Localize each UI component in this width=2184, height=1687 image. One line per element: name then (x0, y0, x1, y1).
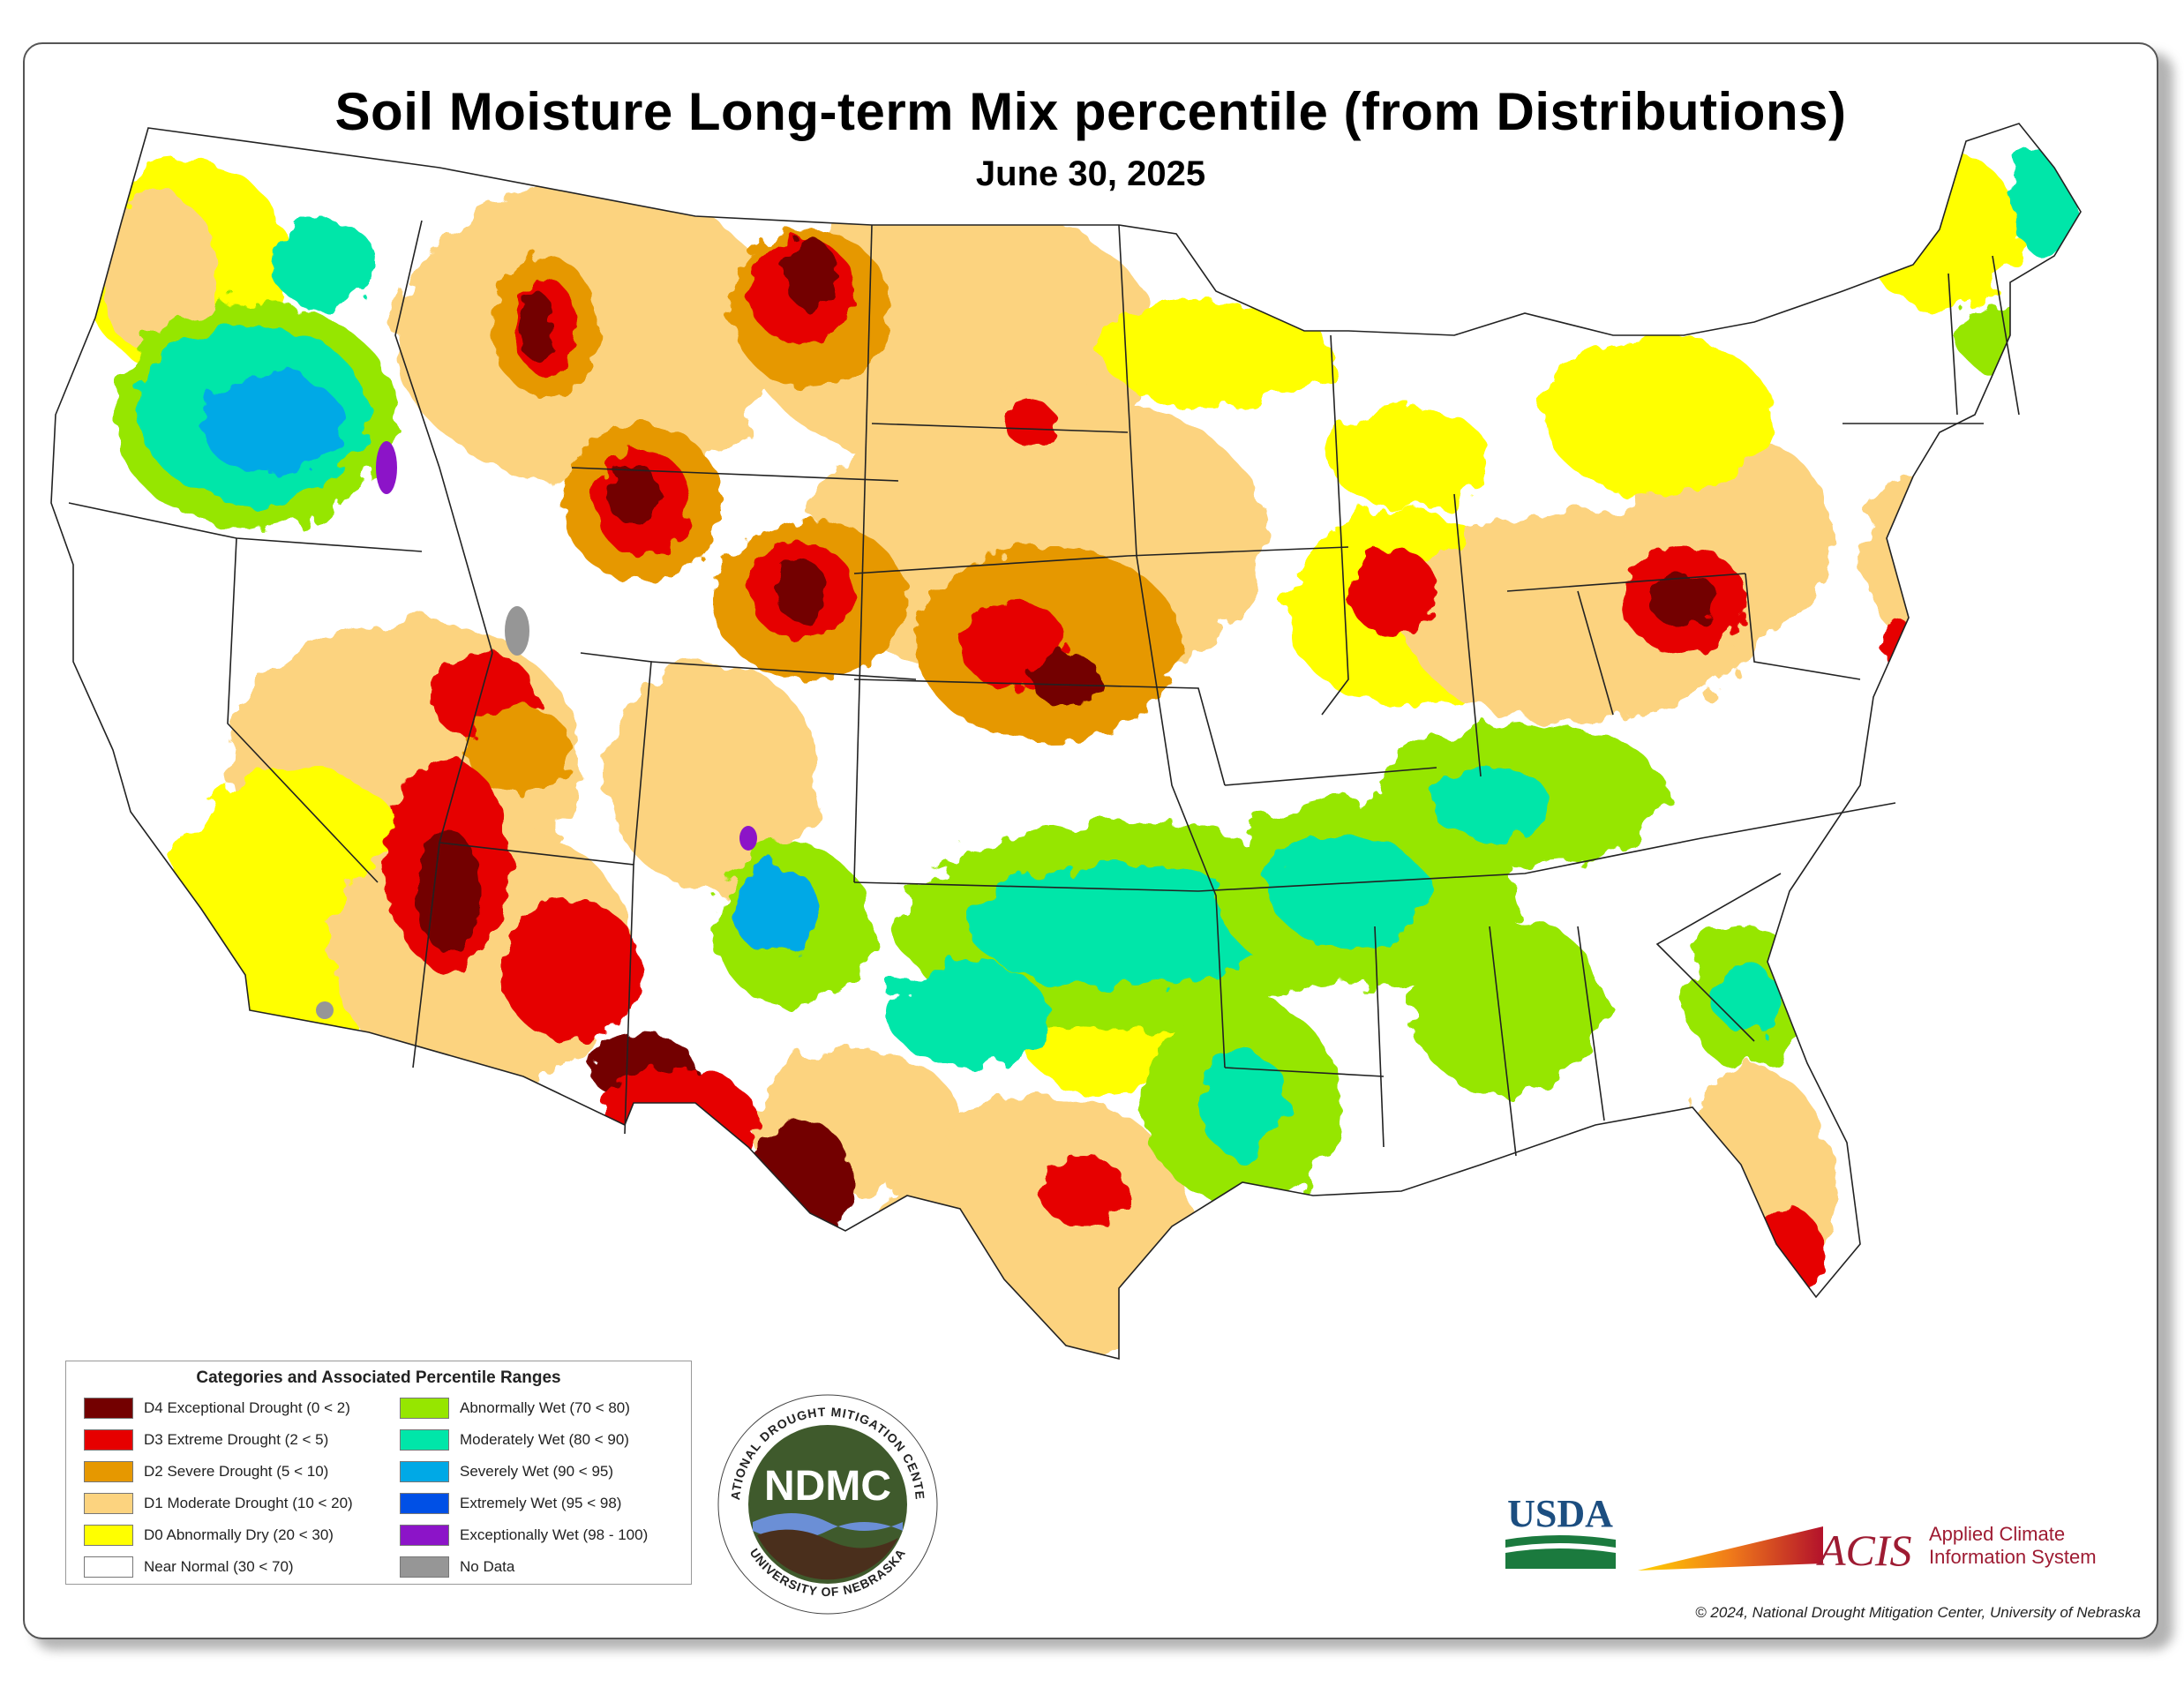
legend-label: Moderately Wet (80 < 90) (460, 1431, 629, 1448)
usda-text: USDA (1507, 1492, 1613, 1535)
legend-item: No Data (400, 1554, 514, 1580)
legend-title: Categories and Associated Percentile Ran… (196, 1368, 561, 1387)
us-soil-moisture-map (50, 123, 2082, 1360)
legend-item: Abnormally Wet (70 < 80) (400, 1395, 630, 1421)
acis-logo: ACIS Applied Climate Information System (1638, 1523, 2097, 1575)
legend-item: Exceptionally Wet (98 - 100) (400, 1522, 648, 1548)
legend-swatch (400, 1461, 449, 1482)
legend-swatch (400, 1429, 449, 1451)
legend-swatch (84, 1398, 133, 1419)
map-title: Soil Moisture Long-term Mix percentile (… (334, 82, 1847, 141)
legend-swatch (400, 1493, 449, 1514)
legend-label: Severely Wet (90 < 95) (460, 1463, 614, 1480)
legend-swatch (84, 1429, 133, 1451)
legend-label: Abnormally Wet (70 < 80) (460, 1399, 630, 1416)
acis-line2: Information System (1929, 1546, 2097, 1568)
legend-label: D3 Extreme Drought (2 < 5) (144, 1431, 329, 1448)
legend-item: Near Normal (30 < 70) (84, 1554, 294, 1580)
legend-label: D1 Moderate Drought (10 < 20) (144, 1495, 353, 1511)
legend-label: D0 Abnormally Dry (20 < 30) (144, 1526, 334, 1543)
legend-label: D4 Exceptional Drought (0 < 2) (144, 1399, 350, 1416)
legend-swatch (84, 1493, 133, 1514)
ndmc-text: NDMC (764, 1463, 891, 1510)
map-legend: Categories and Associated Percentile Ran… (65, 1361, 692, 1585)
legend-label: D2 Severe Drought (5 < 10) (144, 1463, 329, 1480)
legend-item: Severely Wet (90 < 95) (400, 1458, 613, 1485)
acis-line1: Applied Climate (1929, 1523, 2065, 1545)
legend-item: Extremely Wet (95 < 98) (400, 1490, 621, 1517)
legend-swatch (400, 1556, 449, 1578)
legend-item: D0 Abnormally Dry (20 < 30) (84, 1522, 334, 1548)
legend-swatch (400, 1398, 449, 1419)
legend-label: Exceptionally Wet (98 - 100) (460, 1526, 649, 1543)
legend-item: D4 Exceptional Drought (0 < 2) (84, 1395, 350, 1421)
copyright-text: © 2024, National Drought Mitigation Cent… (1695, 1604, 2141, 1621)
legend-item: D2 Severe Drought (5 < 10) (84, 1458, 328, 1485)
legend-item: Moderately Wet (80 < 90) (400, 1427, 629, 1453)
legend-label: Extremely Wet (95 < 98) (460, 1495, 622, 1511)
acis-text: ACIS (1816, 1526, 1912, 1575)
usda-logo: USDA (1505, 1492, 1616, 1569)
legend-swatch (400, 1525, 449, 1546)
legend-label: Near Normal (30 < 70) (144, 1558, 294, 1575)
ndmc-logo: NDMC NATIONAL DROUGHT MITIGATION CENTER … (713, 1390, 938, 1615)
map-frame: Soil Moisture Long-term Mix percentile (… (23, 42, 2158, 1639)
legend-item: D3 Extreme Drought (2 < 5) (84, 1427, 328, 1453)
legend-swatch (84, 1556, 133, 1578)
state-boundaries (50, 123, 2082, 1360)
legend-item: D1 Moderate Drought (10 < 20) (84, 1490, 353, 1517)
legend-swatch (84, 1461, 133, 1482)
legend-swatch (84, 1525, 133, 1546)
map-date: June 30, 2025 (975, 154, 1206, 193)
legend-label: No Data (460, 1558, 515, 1575)
